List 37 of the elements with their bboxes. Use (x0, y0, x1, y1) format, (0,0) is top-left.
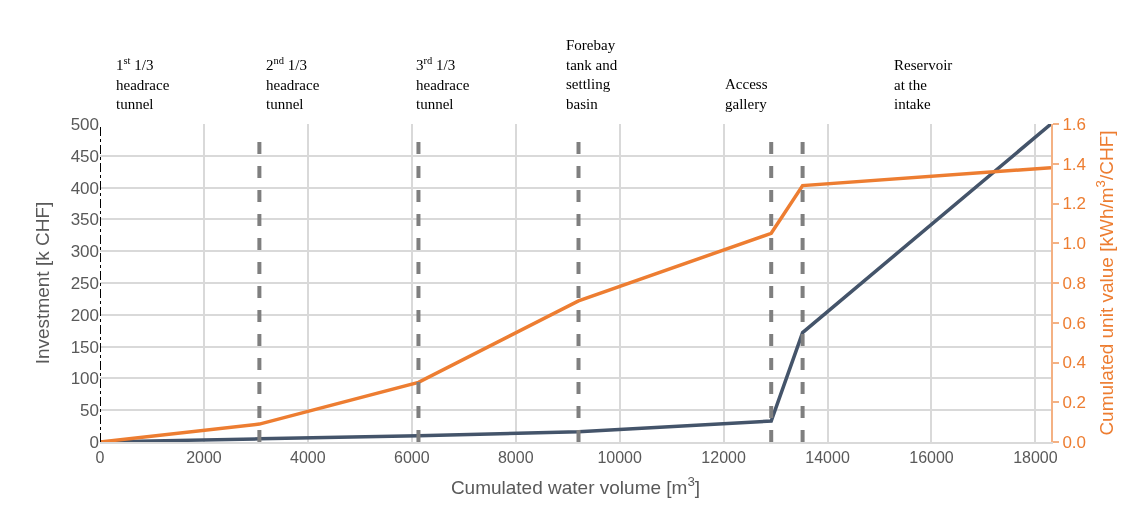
y-tick-label: 100 (70, 369, 99, 389)
x-tick-label: 12000 (701, 449, 746, 467)
y-tick-label: 200 (70, 305, 99, 325)
y-tick-label: 250 (70, 273, 99, 293)
x-tick-label: 8000 (497, 449, 534, 467)
text: Forebay tank and settling basin (566, 37, 618, 112)
y-tick-label: 300 (70, 242, 99, 262)
y-tick-label: 400 (70, 178, 99, 198)
y-tick-label: 0 (89, 432, 99, 452)
text: 2$^{nd}$ 1/3 headrace tunnel (266, 55, 320, 113)
y2-tick-label: 1.0 (1062, 234, 1087, 254)
y2-tick-label: 0.6 (1062, 313, 1087, 333)
y2-tick-label: 1.6 (1062, 114, 1087, 134)
text: 1$^{st}$ 1/3 headrace tunnel (116, 55, 170, 113)
y-tick-label: 350 (70, 210, 99, 230)
text: 3$^{rd}$ 1/3 headrace tunnel (416, 55, 470, 113)
y-tick-label: 500 (70, 114, 99, 134)
x-tick-label: 14000 (805, 449, 850, 467)
y2-tick-label: 1.2 (1062, 194, 1087, 214)
x-axis-title: Cumulated water volume [m$^{3}$] (450, 473, 701, 498)
y2-tick-label: 0.2 (1062, 393, 1087, 413)
text: Access gallery (725, 76, 768, 112)
y-tick-label: 150 (70, 337, 99, 357)
y2-tick-label: 0.8 (1062, 273, 1087, 293)
y2-tick-label: 0.0 (1062, 432, 1087, 452)
x-tick-label: 10000 (597, 449, 643, 467)
y-axis-title: Investment [k CHF] (32, 201, 54, 365)
y-tick-label: 50 (80, 401, 99, 421)
y2-tick-label: 1.4 (1062, 154, 1087, 174)
text: Reservoir at the intake (894, 57, 953, 112)
y-tick-label: 450 (70, 146, 99, 166)
x-tick-label: 6000 (394, 449, 430, 467)
x-tick-label: 2000 (186, 449, 222, 467)
y2-tick-label: 0.4 (1062, 353, 1087, 373)
x-tick-label: 18000 (1013, 449, 1058, 467)
x-tick-label: 16000 (909, 449, 954, 467)
x-tick-label: 4000 (290, 449, 326, 467)
